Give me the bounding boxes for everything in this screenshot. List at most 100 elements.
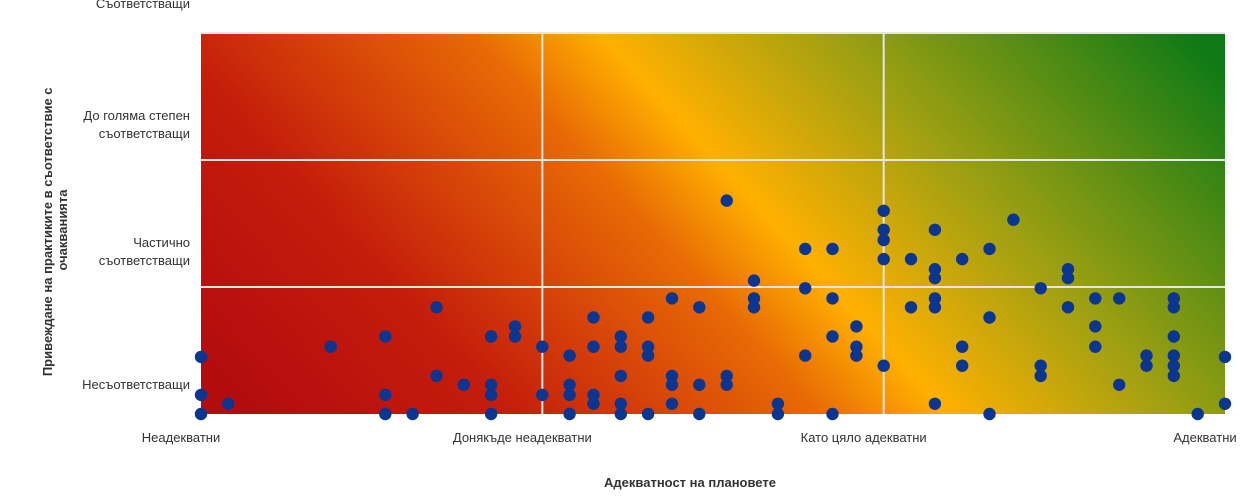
data-point bbox=[1034, 282, 1047, 295]
data-point bbox=[1061, 263, 1075, 276]
x-tick-label: Донякъде неадекватни bbox=[453, 430, 592, 445]
data-point bbox=[720, 378, 733, 391]
data-point bbox=[826, 292, 839, 305]
data-point bbox=[877, 223, 890, 236]
data-point bbox=[484, 330, 498, 343]
data-point bbox=[587, 397, 600, 410]
data-point bbox=[1034, 369, 1047, 383]
data-point bbox=[956, 359, 969, 372]
data-point bbox=[1167, 330, 1181, 343]
data-point bbox=[693, 378, 706, 391]
data-point bbox=[536, 388, 549, 402]
data-point bbox=[928, 263, 942, 276]
data-point bbox=[457, 378, 470, 391]
data-point bbox=[641, 349, 655, 362]
data-point bbox=[1113, 292, 1126, 305]
data-point bbox=[1113, 378, 1126, 391]
data-point bbox=[665, 292, 679, 305]
data-point bbox=[1061, 301, 1075, 314]
data-point bbox=[1007, 213, 1020, 226]
data-point bbox=[484, 378, 498, 391]
data-point bbox=[665, 397, 679, 410]
data-point bbox=[665, 378, 679, 391]
data-point bbox=[904, 301, 918, 314]
data-point bbox=[484, 388, 498, 402]
data-point bbox=[1140, 349, 1153, 362]
data-point bbox=[430, 369, 443, 383]
data-point bbox=[665, 369, 679, 383]
x-tick-label: Адекватни bbox=[1173, 430, 1236, 445]
data-point bbox=[379, 407, 392, 421]
data-point bbox=[614, 369, 627, 383]
data-point bbox=[536, 340, 549, 353]
y-tick-label: До голяма степен съответстващи bbox=[83, 108, 190, 141]
data-point bbox=[587, 311, 600, 324]
data-point bbox=[1089, 340, 1102, 353]
data-point bbox=[877, 233, 890, 247]
data-point bbox=[826, 330, 839, 343]
data-point bbox=[850, 349, 863, 362]
data-point bbox=[956, 340, 969, 353]
data-point bbox=[1061, 271, 1075, 285]
data-point bbox=[1167, 359, 1181, 372]
data-point bbox=[1167, 301, 1181, 314]
data-point bbox=[563, 378, 576, 391]
data-point bbox=[1167, 292, 1181, 305]
data-point bbox=[587, 340, 600, 353]
data-point bbox=[1167, 349, 1181, 362]
data-point bbox=[904, 252, 918, 266]
data-point bbox=[222, 397, 235, 410]
data-point bbox=[641, 407, 655, 421]
data-point bbox=[484, 407, 498, 421]
data-point bbox=[406, 407, 419, 421]
data-point bbox=[928, 292, 942, 305]
data-point bbox=[877, 252, 890, 266]
data-point bbox=[826, 407, 839, 421]
data-point bbox=[1167, 369, 1181, 383]
data-point bbox=[379, 330, 392, 343]
data-point bbox=[956, 252, 969, 266]
data-point bbox=[693, 407, 706, 421]
data-point bbox=[693, 301, 706, 314]
data-point bbox=[771, 407, 785, 421]
data-point bbox=[799, 242, 812, 256]
grid-lines bbox=[201, 32, 1225, 414]
data-point bbox=[1218, 350, 1232, 364]
data-point bbox=[508, 320, 522, 333]
data-point bbox=[799, 282, 812, 295]
data-point bbox=[563, 407, 576, 421]
data-point bbox=[720, 369, 733, 383]
data-point bbox=[1034, 359, 1047, 372]
data-point bbox=[771, 397, 785, 410]
data-points bbox=[194, 194, 1232, 421]
data-point bbox=[747, 274, 761, 287]
data-point bbox=[877, 359, 890, 372]
data-point bbox=[983, 242, 996, 256]
data-point bbox=[928, 397, 942, 410]
data-point bbox=[508, 330, 522, 343]
data-point bbox=[1218, 397, 1232, 410]
data-point bbox=[720, 194, 733, 207]
data-point bbox=[379, 388, 392, 402]
data-point bbox=[194, 388, 208, 402]
data-point bbox=[1140, 359, 1153, 372]
data-point bbox=[747, 292, 761, 305]
data-point bbox=[799, 349, 812, 362]
data-point bbox=[747, 301, 761, 314]
y-tick-label: Несъответстващи bbox=[82, 377, 190, 392]
data-point bbox=[826, 242, 839, 256]
data-point bbox=[983, 407, 996, 421]
data-point bbox=[1089, 292, 1102, 305]
y-tick-label: Съответстващи bbox=[96, 0, 190, 11]
plot-background bbox=[201, 33, 1225, 414]
data-point bbox=[1191, 407, 1204, 421]
data-point bbox=[614, 397, 627, 410]
data-point bbox=[928, 271, 942, 285]
data-point bbox=[928, 223, 942, 236]
x-tick-label: Като цяло адекватни bbox=[801, 430, 927, 445]
data-point bbox=[194, 407, 208, 421]
data-point bbox=[194, 350, 208, 364]
data-point bbox=[324, 340, 337, 353]
x-axis-title: Адекватност на плановете bbox=[604, 475, 776, 490]
